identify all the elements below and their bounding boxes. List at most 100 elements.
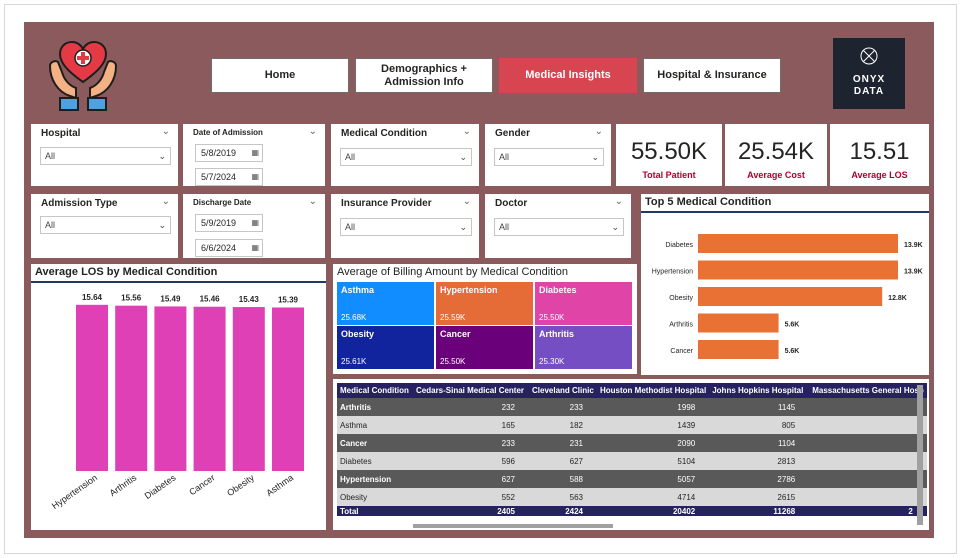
matrix-row[interactable]: Obesity 552 563 4714 2615 [337,488,927,506]
treemap-tile-obesity[interactable]: Obesity 25.61K [337,326,434,369]
los-category-label: Arthritis [108,472,139,498]
admission-date-slicer[interactable]: Date of Admission ⌄ 5/8/2019 ▦ 5/7/2024 ▦ [183,124,325,186]
billing-treemap-title: Average of Billing Amount by Medical Con… [337,266,568,278]
admission-date-to[interactable]: 5/7/2024 ▦ [195,168,263,186]
matrix-cell: 232 [413,398,529,416]
matrix-cell [809,416,927,434]
los-bar-cancer[interactable] [193,306,226,471]
insurance-provider-title: Insurance Provider [341,198,432,209]
hospital-slicer[interactable]: Hospital ⌄ All ⌄ [31,124,178,186]
matrix-column-header[interactable]: Massachusetts General Hosp [809,383,927,398]
kpi-label: Average Cost [747,170,805,180]
chevron-down-icon[interactable]: ⌄ [161,126,170,137]
vertical-scrollbar[interactable] [917,385,923,525]
top5-bar-cancer[interactable] [698,340,779,359]
chevron-down-icon[interactable]: ⌄ [308,126,317,137]
matrix-cell: 596 [413,452,529,470]
matrix-row[interactable]: Diabetes 596 627 5104 2813 [337,452,927,470]
matrix-column-header[interactable]: Johns Hopkins Hospital [709,383,810,398]
admission-date-from[interactable]: 5/8/2019 ▦ [195,144,263,162]
treemap-tile-hypertension[interactable]: Hypertension 25.59K [436,282,533,325]
matrix-column-header[interactable]: Cleveland Clinic [529,383,597,398]
admission-type-slicer[interactable]: Admission Type ⌄ All ⌄ [31,194,178,258]
top5-bar-diabetes[interactable] [698,234,898,253]
doctor-slicer[interactable]: Doctor ⌄ All ⌄ [485,194,631,258]
los-data-label: 15.46 [200,295,221,304]
los-bar-asthma[interactable] [272,307,304,471]
los-bar-diabetes[interactable] [154,306,187,471]
chevron-down-icon[interactable]: ⌄ [594,126,603,137]
matrix-row[interactable]: Arthritis 232 233 1998 1145 [337,398,927,416]
chevron-down-icon[interactable]: ⌄ [161,196,170,207]
chevron-down-icon[interactable]: ⌄ [308,196,317,207]
hospital-insurance-button[interactable]: Hospital & Insurance [643,58,781,93]
calendar-icon[interactable]: ▦ [251,218,259,227]
top5-data-label: 13.9K [904,269,923,276]
admission-type-dropdown[interactable]: All ⌄ [40,216,171,234]
chevron-down-icon[interactable]: ⌄ [462,196,471,207]
matrix-cell: 805 [709,416,810,434]
medical-condition-slicer[interactable]: Medical Condition ⌄ All ⌄ [331,124,479,186]
matrix-cell: 1104 [709,434,810,452]
matrix-row[interactable]: Hypertension 627 588 5057 2786 [337,470,927,488]
matrix-cell: 2786 [709,470,810,488]
treemap-tile-value: 25.59K [440,313,466,322]
gender-dropdown[interactable]: All ⌄ [494,148,604,166]
discharge-date-to[interactable]: 6/6/2024 ▦ [195,239,263,257]
matrix-cell: 552 [413,488,529,506]
los-bar-obesity[interactable] [232,307,265,471]
matrix-cell [809,452,927,470]
matrix-row-label: Arthritis [337,398,413,416]
matrix-row[interactable]: Cancer 233 231 2090 1104 [337,434,927,452]
matrix-cell: 588 [529,470,597,488]
los-category-label: Diabetes [143,472,178,501]
treemap-tile-name: Arthritis [539,329,575,339]
demographics-button[interactable]: Demographics + Admission Info [355,58,493,93]
matrix-column-header[interactable]: Cedars-Sinai Medical Center [413,383,529,398]
los-data-label: 15.39 [278,295,299,304]
matrix-column-header[interactable]: Medical Condition [337,383,413,398]
insurance-provider-slicer[interactable]: Insurance Provider ⌄ All ⌄ [331,194,479,258]
chevron-down-icon[interactable]: ⌄ [614,196,623,207]
gender-value: All [499,152,510,162]
top5-bar-obesity[interactable] [698,287,883,306]
los-category-label: Obesity [225,472,256,498]
discharge-to-value: 6/6/2024 [201,243,237,253]
chevron-down-icon[interactable]: ⌄ [462,126,471,137]
medical-insights-button[interactable]: Medical Insights [499,58,637,93]
medical-condition-dropdown[interactable]: All ⌄ [340,148,472,166]
title-underline [31,281,326,283]
calendar-icon[interactable]: ▦ [251,148,259,157]
calendar-icon[interactable]: ▦ [251,172,259,181]
treemap-tile-diabetes[interactable]: Diabetes 25.50K [535,282,632,325]
gender-slicer[interactable]: Gender ⌄ All ⌄ [485,124,611,186]
chevron-down-icon: ⌄ [158,220,166,230]
treemap-tile-asthma[interactable]: Asthma 25.68K [337,282,434,325]
treemap-tile-value: 25.61K [341,357,367,366]
horizontal-scrollbar[interactable] [413,524,613,528]
top5-category-label: Cancer [670,348,693,355]
top5-category-label: Arthritis [669,322,693,329]
discharge-date-slicer[interactable]: Discharge Date ⌄ 5/9/2019 ▦ 6/6/2024 ▦ [183,194,325,258]
los-bar-hypertension[interactable] [76,304,108,471]
discharge-date-from[interactable]: 5/9/2019 ▦ [195,214,263,232]
calendar-icon[interactable]: ▦ [251,243,259,252]
doctor-dropdown[interactable]: All ⌄ [494,218,624,236]
treemap-tile-cancer[interactable]: Cancer 25.50K [436,326,533,369]
top5-bar-arthritis[interactable] [698,313,779,333]
matrix-row[interactable]: Asthma 165 182 1439 805 [337,416,927,434]
matrix-row-label: Cancer [337,434,413,452]
treemap-tile-name: Obesity [341,329,375,339]
home-button[interactable]: Home [211,58,349,93]
insurance-provider-dropdown[interactable]: All ⌄ [340,218,472,236]
treemap-tile-arthritis[interactable]: Arthritis 25.30K [535,326,632,369]
matrix-cell: 1998 [597,398,710,416]
treemap-tile-name: Diabetes [539,285,577,295]
matrix-column-header[interactable]: Houston Methodist Hospital [597,383,710,398]
matrix-cell: 5057 [597,470,710,488]
hospital-dropdown[interactable]: All ⌄ [40,147,171,165]
top5-bar-hypertension[interactable] [698,260,898,280]
matrix-cell [809,398,927,416]
hospital-slicer-title: Hospital [41,128,81,139]
los-bar-arthritis[interactable] [115,305,148,471]
